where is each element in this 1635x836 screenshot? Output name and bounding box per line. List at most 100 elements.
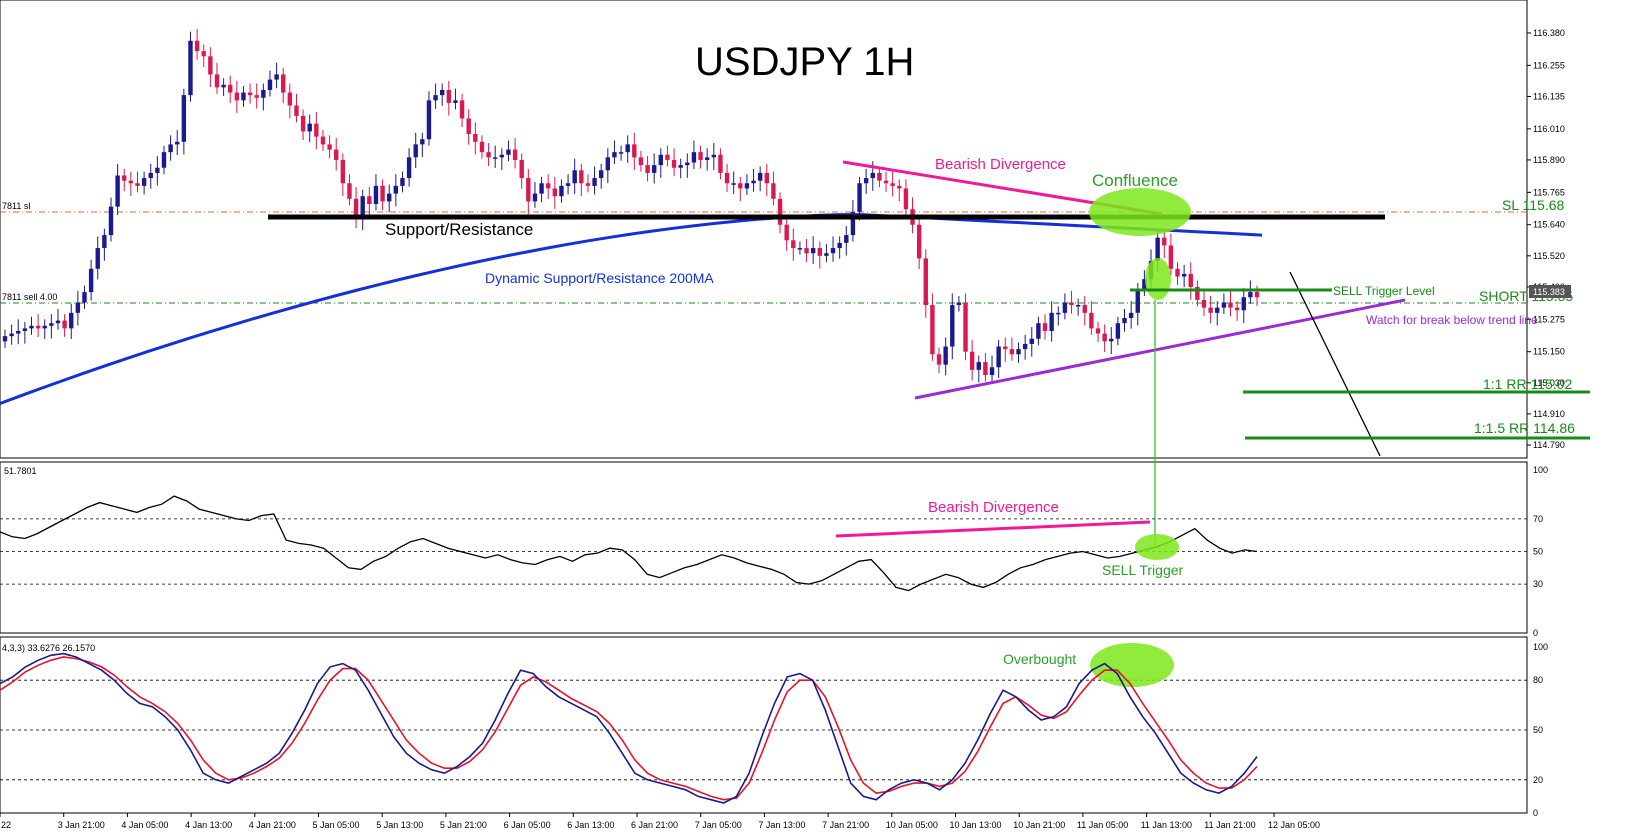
- candle-body: [903, 188, 909, 210]
- candle-body: [1042, 323, 1048, 331]
- time-axis-label: 6 Jan 05:00: [504, 820, 551, 830]
- candle-body: [241, 92, 246, 101]
- time-axis-label: 5 Jan 13:00: [376, 820, 423, 830]
- candle-body: [102, 235, 107, 249]
- rsi-divergence-line: [835, 520, 1151, 538]
- candle-body: [1075, 305, 1081, 307]
- candle-body: [88, 268, 94, 293]
- candle-body: [55, 320, 61, 324]
- candle-body: [1128, 312, 1134, 319]
- sell-order-label: 7811 sell 4.00: [2, 292, 57, 302]
- candle-body: [459, 100, 465, 119]
- candle-body: [731, 183, 736, 185]
- current-price-tag: [1529, 285, 1571, 298]
- candle-body: [1069, 302, 1074, 306]
- candle-body: [347, 183, 352, 199]
- candle-body: [62, 320, 67, 329]
- confluence-highlight: [1089, 188, 1191, 236]
- candle-body: [1062, 302, 1068, 313]
- candle-body: [426, 100, 432, 140]
- candle-body: [499, 154, 505, 158]
- candle-body: [161, 152, 167, 168]
- candle-body: [387, 193, 392, 202]
- time-axis-label: 10 Jan 13:00: [950, 820, 1002, 830]
- candle-body: [718, 154, 723, 173]
- candle-body: [188, 40, 193, 96]
- price-panel-frame: [0, 0, 1528, 459]
- candle-body: [373, 185, 379, 204]
- candle-body: [969, 351, 975, 370]
- current-price-text: 115.383: [1533, 287, 1565, 297]
- rsi-line: [0, 495, 1258, 592]
- rsi-trigger-highlight: [1135, 534, 1179, 560]
- time-axis-label: 6 Jan 21:00: [631, 820, 678, 830]
- candle-body: [228, 84, 233, 93]
- candle-body: [1168, 245, 1174, 269]
- stoch-main-line: [0, 652, 1258, 804]
- candle-body: [22, 328, 28, 331]
- candle-body: [1135, 289, 1140, 313]
- time-axis-label: 5 Jan 05:00: [313, 820, 360, 830]
- candle-body: [307, 123, 312, 132]
- candle-body: [989, 367, 995, 376]
- candle-body: [35, 325, 41, 329]
- candle-body: [804, 248, 809, 254]
- candle-body: [400, 178, 405, 186]
- candle-body: [466, 118, 471, 135]
- candle-body: [738, 183, 743, 189]
- candle-body: [1188, 273, 1193, 287]
- trend-line: [914, 298, 1406, 400]
- candle-body: [658, 154, 664, 166]
- candle-body: [950, 305, 955, 347]
- candle-body: [665, 154, 670, 160]
- candle-body: [651, 165, 657, 173]
- candle-body: [724, 172, 730, 184]
- candle-body: [42, 325, 47, 329]
- candle-body: [1228, 302, 1233, 308]
- candle-body: [274, 74, 279, 80]
- candle-body: [340, 159, 346, 184]
- watch-break-label: Watch for break below trend line: [1366, 313, 1538, 327]
- candle-body: [632, 144, 637, 158]
- ma200-line: [0, 213, 1263, 405]
- candle-body: [1036, 323, 1041, 339]
- candle-body: [267, 79, 273, 90]
- price-axis-tick-label: 116.380: [1533, 28, 1565, 38]
- candle-body: [890, 183, 895, 186]
- candle-body: [294, 105, 299, 116]
- time-axis-label: 4 Jan 21:00: [249, 820, 296, 830]
- candle-body: [334, 149, 339, 160]
- time-axis-label: 4 Jan 13:00: [185, 820, 232, 830]
- candle-body: [1009, 349, 1015, 355]
- candle-body: [128, 180, 134, 184]
- candle-body: [453, 100, 458, 103]
- candle-body: [791, 240, 796, 249]
- candle-body: [585, 183, 591, 186]
- candle-body: [367, 196, 372, 204]
- overbought-highlight: [1090, 643, 1174, 687]
- candle-body: [479, 141, 485, 153]
- candle-body: [671, 159, 677, 168]
- candle-body: [579, 170, 584, 184]
- price-axis-tick-label: 114.790: [1533, 440, 1565, 450]
- candle-body: [512, 149, 518, 160]
- candle-body: [532, 193, 538, 202]
- candle-body: [996, 346, 1001, 368]
- candle-body: [1221, 302, 1227, 308]
- stoch-axis-tick-label: 50: [1533, 725, 1543, 735]
- candle-body: [844, 235, 849, 243]
- candle-body: [1122, 318, 1127, 324]
- candle-body: [1234, 307, 1240, 311]
- candle-body: [850, 211, 856, 236]
- candle-body: [314, 123, 319, 137]
- rsi-divergence-label: Bearish Divergence: [928, 499, 1059, 516]
- candle-body: [181, 95, 187, 142]
- price-axis-tick-label: 115.030: [1533, 378, 1565, 388]
- candle-body: [168, 144, 173, 153]
- candle-body: [300, 115, 306, 132]
- candle-body: [148, 172, 153, 179]
- candle-body: [141, 178, 147, 186]
- confluence-label: Confluence: [1092, 171, 1178, 190]
